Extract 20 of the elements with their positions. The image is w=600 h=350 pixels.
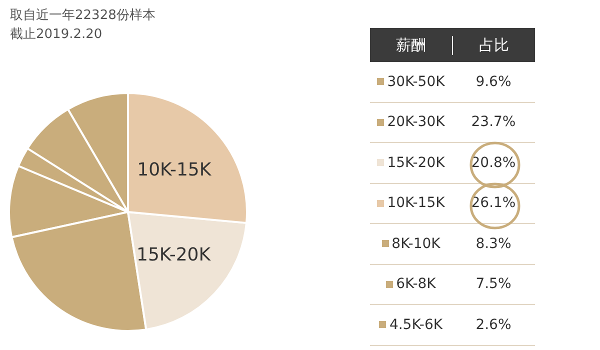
text: 占比 xyxy=(478,36,510,54)
legend-label: 20K-30K xyxy=(387,114,445,130)
legend-label: 15K-20K xyxy=(387,154,445,171)
legend-label: 6K-8K xyxy=(396,276,436,292)
data-label: 7.5% xyxy=(474,276,512,292)
legend-label: 8K-10K xyxy=(392,236,440,252)
data-label: 2.6% xyxy=(474,316,512,333)
text: 薪酬 xyxy=(370,36,452,54)
data-label: 9.6% xyxy=(474,74,512,90)
data-label: 26.1% xyxy=(470,195,517,212)
slice-label: 15K-20K xyxy=(136,244,212,266)
legend-label: 30K-50K xyxy=(387,74,445,90)
data-label: 8.3% xyxy=(474,236,512,252)
legend-label: 10K-15K xyxy=(387,195,445,212)
legend-label: 4.5K-6K xyxy=(389,316,443,333)
data-label: 23.7% xyxy=(470,114,517,130)
chart-subtitle: 截止2019.2.20 xyxy=(10,26,104,44)
data-label: 20.8% xyxy=(470,154,517,171)
slice-label: 10K-15K xyxy=(137,159,212,180)
chart-title: 取自近一年22328份样本 xyxy=(10,7,156,25)
